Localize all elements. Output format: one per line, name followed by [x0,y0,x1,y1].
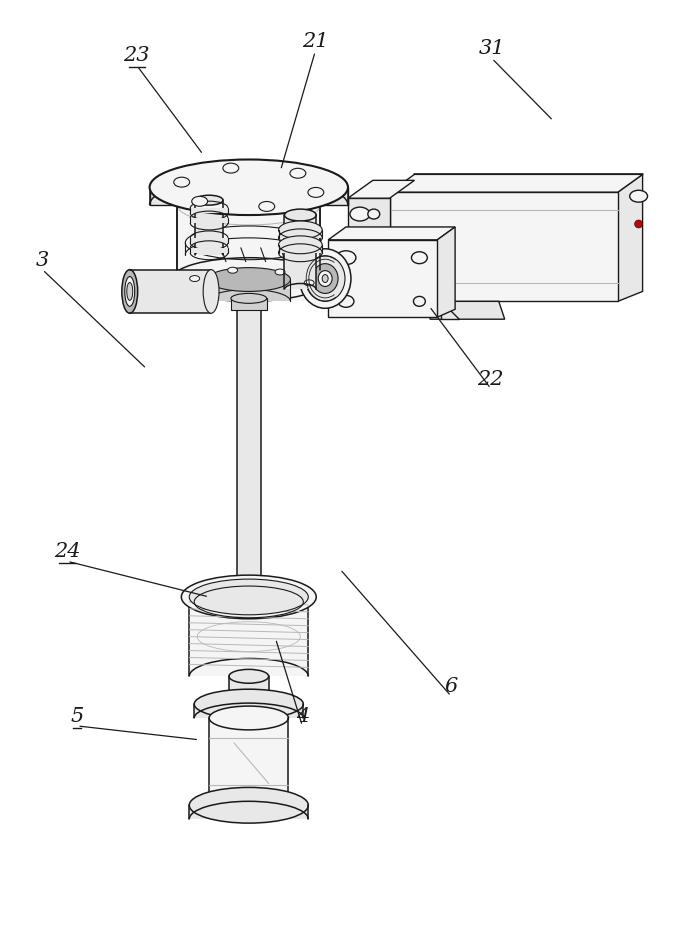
Polygon shape [348,181,415,198]
Bar [209,718,288,805]
Ellipse shape [284,209,316,221]
Ellipse shape [336,251,356,265]
Bar [190,218,228,223]
Bar [130,270,211,314]
Ellipse shape [290,168,306,178]
Ellipse shape [237,300,261,307]
Polygon shape [150,187,348,205]
Ellipse shape [150,159,348,215]
Bar [279,230,322,238]
Ellipse shape [189,579,308,615]
Polygon shape [390,174,642,192]
Ellipse shape [122,270,138,314]
Bar [279,245,322,253]
Text: 21: 21 [302,33,328,51]
Ellipse shape [299,249,351,308]
Bar [231,299,266,310]
Bar [328,240,437,317]
Bar [190,238,228,242]
Ellipse shape [207,268,290,291]
Ellipse shape [368,209,380,219]
Ellipse shape [318,271,332,286]
Bar [194,704,304,718]
Text: 23: 23 [124,46,150,66]
Text: 22: 22 [477,370,504,388]
Text: 4: 4 [296,707,309,726]
Ellipse shape [203,270,219,314]
Polygon shape [328,227,455,240]
Ellipse shape [305,256,345,301]
Bar [189,597,308,677]
Ellipse shape [369,267,379,276]
Ellipse shape [174,177,190,187]
Ellipse shape [209,706,288,730]
Ellipse shape [259,201,275,212]
Bar [284,215,316,289]
Ellipse shape [223,163,239,173]
Text: 5: 5 [70,707,83,726]
Text: 6: 6 [444,677,457,696]
Ellipse shape [171,257,326,301]
Ellipse shape [127,283,132,300]
Ellipse shape [279,221,322,239]
Bar [190,208,228,213]
Ellipse shape [279,236,322,254]
Bar [171,280,326,301]
Bar [195,200,223,255]
Ellipse shape [228,268,237,273]
Ellipse shape [275,269,285,275]
Bar [207,280,290,301]
Bar [189,805,308,819]
Ellipse shape [338,296,354,307]
Ellipse shape [181,575,316,619]
Ellipse shape [189,787,308,823]
Ellipse shape [231,293,266,303]
Polygon shape [437,227,455,317]
Ellipse shape [413,297,425,306]
Polygon shape [618,174,642,301]
Ellipse shape [350,207,370,221]
Ellipse shape [229,669,268,683]
Text: 3: 3 [36,251,49,270]
Bar [237,303,261,581]
Ellipse shape [195,196,223,205]
Ellipse shape [125,276,135,306]
Bar [390,192,618,301]
Ellipse shape [353,267,367,276]
Ellipse shape [304,280,314,285]
Ellipse shape [190,275,199,282]
Ellipse shape [411,252,427,264]
Bar [190,248,228,253]
Polygon shape [424,301,504,319]
Polygon shape [348,198,390,296]
Ellipse shape [635,220,642,228]
Ellipse shape [630,190,647,202]
Ellipse shape [313,264,338,293]
Bar [229,677,268,704]
Ellipse shape [308,187,324,197]
Polygon shape [441,301,459,319]
Ellipse shape [194,689,304,719]
Text: 24: 24 [54,542,81,562]
Ellipse shape [192,197,208,206]
Bar [177,205,320,270]
Text: 31: 31 [479,39,505,58]
Ellipse shape [322,274,328,283]
Polygon shape [348,278,415,296]
